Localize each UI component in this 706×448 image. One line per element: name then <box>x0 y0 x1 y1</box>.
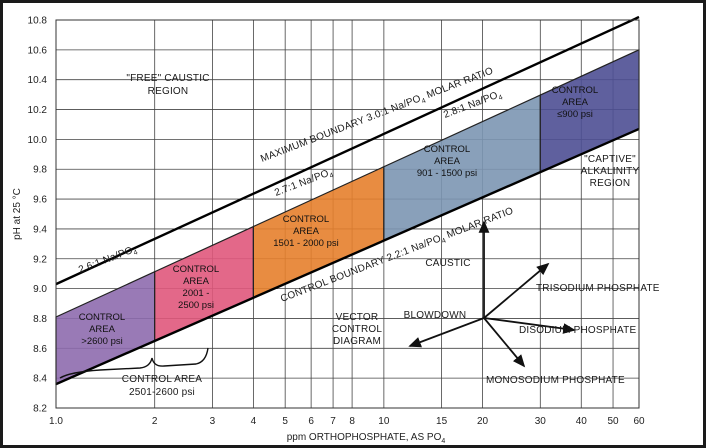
x-tick-label-2: 3 <box>210 416 216 427</box>
svg-text:DIAGRAM: DIAGRAM <box>333 336 381 347</box>
region-label-2001-2500: CONTROL AREA 2001 - 2500 psi <box>173 264 219 311</box>
svg-text:2501-2600 psi: 2501-2600 psi <box>129 387 195 398</box>
disodium-label: DISODIUM PHOSPHATE <box>519 325 636 336</box>
free-caustic-label: "FREE" CAUSTIC REGION <box>126 73 209 97</box>
svg-text:>2600 psi: >2600 psi <box>81 336 122 347</box>
svg-text:CONTROL: CONTROL <box>173 264 219 275</box>
x-tick-label-1: 2 <box>152 416 158 427</box>
control-regions <box>55 48 640 386</box>
y-tick-label-5: 9.2 <box>33 254 47 265</box>
boundary-line-1 <box>55 127 640 386</box>
vector-arrows <box>408 220 576 368</box>
y-tick-label-8: 9.8 <box>33 165 47 176</box>
y-tick-label-9: 10.0 <box>28 135 48 146</box>
svg-text:REGION: REGION <box>148 86 189 97</box>
monosodium-arrow <box>483 317 526 368</box>
x-tick-label-10: 20 <box>477 416 489 427</box>
plot-border <box>55 19 640 409</box>
x-tick-label-7: 8 <box>349 416 355 427</box>
svg-text:AREA: AREA <box>293 226 320 237</box>
svg-text:AREA: AREA <box>183 276 210 287</box>
control-area-bracket <box>59 347 209 379</box>
svg-text:CONTROL: CONTROL <box>424 144 470 155</box>
y-tick-labels: 8.2 8.4 8.6 8.8 9.0 9.2 9.4 9.6 9.8 10.0 10.2 10.4 1… <box>28 16 48 415</box>
monosodium-label: MONOSODIUM PHOSPHATE <box>486 375 625 386</box>
blowdown-label: BLOWDOWN <box>404 310 467 321</box>
x-tick-label-5: 6 <box>308 416 314 427</box>
svg-text:CONTROL AREA: CONTROL AREA <box>122 374 203 385</box>
boundary-line-0 <box>55 15 640 286</box>
region-label-901-1500: CONTROL AREA 901 - 1500 psi <box>417 144 477 179</box>
y-tick-label-7: 9.6 <box>33 195 47 206</box>
x-tick-label-4: 5 <box>282 416 288 427</box>
x-tick-label-9: 15 <box>436 416 448 427</box>
region-label-over-2600: CONTROL AREA >2600 psi <box>79 312 125 347</box>
svg-text:VECTOR: VECTOR <box>336 312 379 323</box>
svg-text:"CAPTIVE": "CAPTIVE" <box>584 154 636 165</box>
x-tick-label-6: 7 <box>330 416 336 427</box>
y-tick-label-10: 10.2 <box>28 105 48 116</box>
y-tick-label-0: 8.2 <box>33 404 47 415</box>
y-tick-label-11: 10.4 <box>28 75 48 86</box>
y-tick-label-2: 8.6 <box>33 344 47 355</box>
boundary-lines <box>55 15 640 386</box>
y-axis-label: pH at 25 °C <box>12 188 23 240</box>
svg-text:"FREE" CAUSTIC: "FREE" CAUSTIC <box>126 73 209 84</box>
y-tick-label-13: 10.8 <box>28 16 48 27</box>
svg-text:CONTROL: CONTROL <box>332 324 383 335</box>
captive-alkalinity-label: "CAPTIVE" ALKALINITY REGION <box>581 154 640 189</box>
svg-text:CONTROL: CONTROL <box>79 312 125 323</box>
region-label-1501-2000: CONTROL AREA 1501 - 2000 psi <box>273 214 339 249</box>
x-tick-label-14: 60 <box>633 416 645 427</box>
y-tick-label-6: 9.4 <box>33 224 47 235</box>
y-tick-label-4: 9.0 <box>33 284 47 295</box>
x-tick-label-13: 50 <box>607 416 619 427</box>
x-tick-label-3: 4 <box>251 416 257 427</box>
y-tick-label-1: 8.4 <box>33 374 47 385</box>
disodium-arrow <box>483 317 576 334</box>
blowdown-arrow <box>408 317 485 348</box>
y-tick-label-3: 8.8 <box>33 314 47 325</box>
svg-text:≤900 psi: ≤900 psi <box>557 109 593 120</box>
svg-text:2001 -: 2001 - <box>183 288 210 299</box>
caustic-label: CAUSTIC <box>425 258 470 269</box>
x-axis-label: ppm ORTHOPHOSPHATE, AS PO4 <box>287 432 446 445</box>
svg-text:AREA: AREA <box>562 97 589 108</box>
svg-text:REGION: REGION <box>590 178 631 189</box>
x-tick-label-11: 30 <box>535 416 547 427</box>
x-tick-label-12: 40 <box>576 416 588 427</box>
trisodium-label: TRISODIUM PHOSPHATE <box>536 283 660 294</box>
svg-text:ALKALINITY: ALKALINITY <box>581 166 640 177</box>
bracket-label: CONTROL AREA 2501-2600 psi <box>122 374 203 398</box>
x-tick-label-0: 1.0 <box>49 416 63 427</box>
svg-text:AREA: AREA <box>89 324 116 335</box>
svg-text:1501 - 2000 psi: 1501 - 2000 psi <box>273 238 339 249</box>
y-tick-label-12: 10.6 <box>28 45 48 56</box>
svg-text:CONTROL: CONTROL <box>552 85 598 96</box>
svg-text:901 - 1500 psi: 901 - 1500 psi <box>417 168 477 179</box>
x-tick-labels: 1.0 2 3 4 5 6 7 8 10 15 20 30 40 50 60 <box>49 416 645 427</box>
vector-diagram-title: VECTOR CONTROL DIAGRAM <box>332 312 383 347</box>
trisodium-arrow <box>483 262 550 319</box>
region-label-under-900: CONTROL AREA ≤900 psi <box>552 85 598 120</box>
svg-text:AREA: AREA <box>434 156 461 167</box>
svg-text:2500 psi: 2500 psi <box>178 300 214 311</box>
svg-text:CONTROL: CONTROL <box>283 214 329 225</box>
x-tick-label-8: 10 <box>378 416 390 427</box>
